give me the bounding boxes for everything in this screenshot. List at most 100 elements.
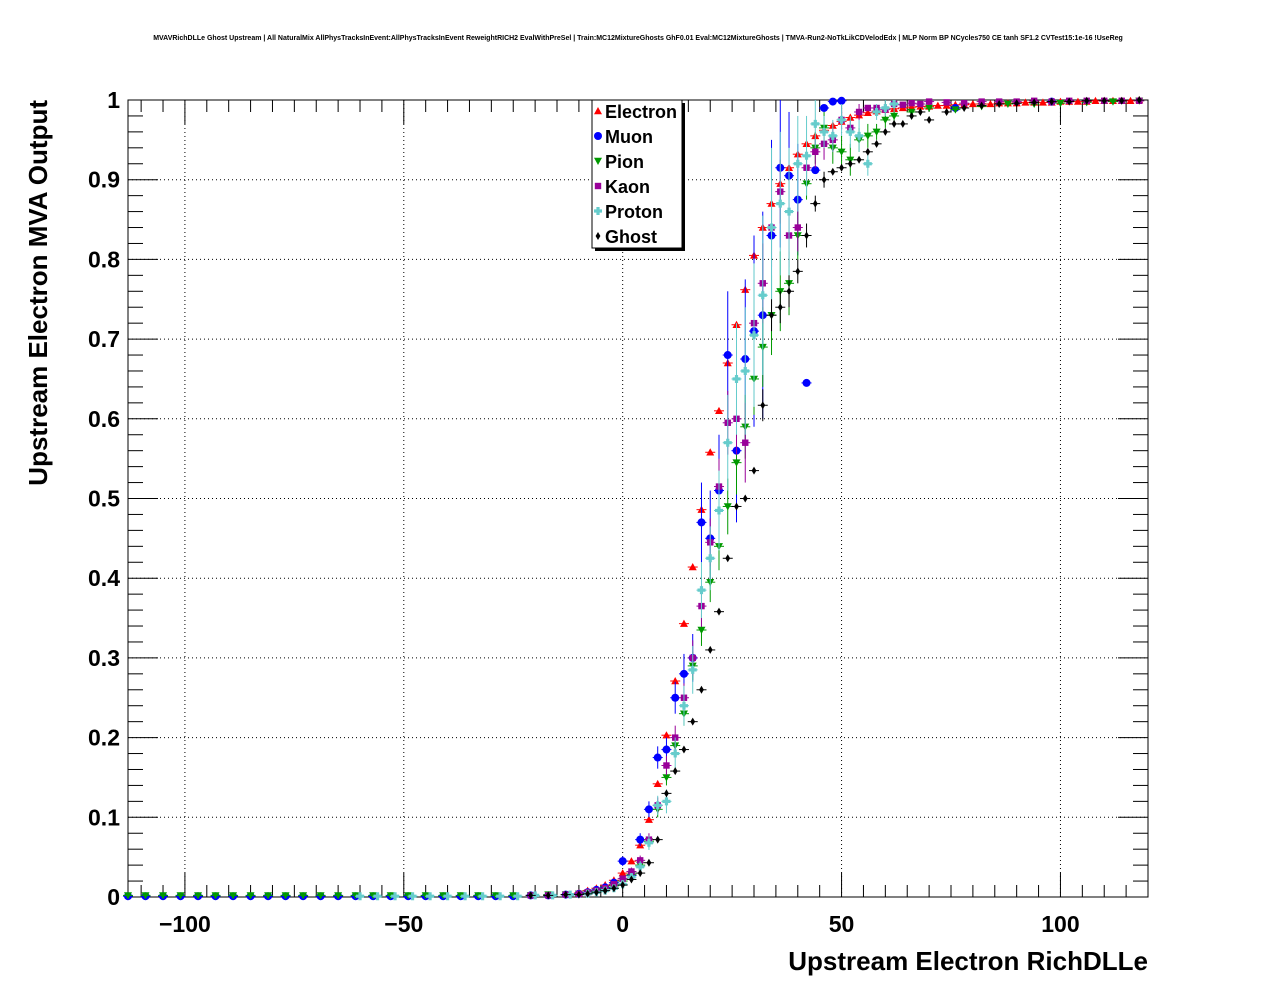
- legend-box: [591, 99, 683, 249]
- data-point: [1084, 96, 1090, 105]
- data-point: [864, 104, 872, 112]
- data-point: [264, 892, 273, 900]
- data-point: [159, 892, 168, 900]
- data-point: [986, 99, 995, 108]
- data-point: [1108, 98, 1117, 106]
- data-point: [426, 892, 435, 901]
- data-point: [716, 607, 722, 616]
- data-point: [1038, 98, 1047, 106]
- y-tick-label: 0.8: [88, 246, 120, 272]
- x-tick-label: −50: [384, 911, 423, 937]
- data-point: [646, 858, 652, 867]
- legend-label-ghost: Ghost: [605, 227, 657, 247]
- data-point: [611, 884, 617, 893]
- data-point: [513, 892, 522, 901]
- data-point: [944, 107, 950, 116]
- y-tick-label: 0.7: [88, 326, 120, 352]
- legend-label-proton: Proton: [605, 202, 663, 222]
- y-tick-label: 0.5: [88, 486, 120, 512]
- data-point: [653, 779, 662, 788]
- data-point: [900, 119, 906, 128]
- data-point: [925, 104, 934, 112]
- x-tick-label: 50: [829, 911, 855, 937]
- y-tick-label: 1: [107, 87, 120, 113]
- y-tick-label: 0.4: [88, 565, 120, 591]
- data-point: [802, 151, 811, 160]
- data-point: [629, 875, 634, 884]
- data-point: [391, 892, 400, 901]
- data-point: [837, 115, 846, 124]
- data-point: [839, 163, 844, 172]
- data-point: [246, 892, 255, 900]
- data-point: [671, 749, 680, 758]
- data-point: [961, 103, 967, 112]
- data-point: [881, 116, 890, 124]
- data-point: [672, 767, 678, 776]
- data-point: [585, 889, 591, 898]
- data-point: [933, 101, 942, 109]
- tick-labels: −100 −50 0 50 100 0 0.1 0.2 0.3 0.4 0.5 0.6 0.7 0.8 0.…: [88, 87, 1080, 937]
- data-point: [316, 892, 325, 900]
- data-point: [723, 438, 732, 447]
- data-point: [697, 518, 706, 527]
- data-point: [644, 815, 653, 823]
- data-point: [141, 892, 150, 900]
- data-point: [699, 685, 704, 694]
- data-point: [758, 291, 767, 300]
- data-point: [926, 115, 932, 124]
- data-point: [793, 159, 802, 168]
- data-point: [496, 892, 505, 901]
- y-tick-label: 0.6: [88, 406, 120, 432]
- x-tick-label: −100: [159, 911, 211, 937]
- data-point: [907, 103, 916, 111]
- data-point: [741, 366, 750, 375]
- data-point: [837, 148, 846, 156]
- data-point: [863, 132, 872, 140]
- data-point: [820, 127, 829, 136]
- data-point: [882, 127, 888, 136]
- data-point: [828, 97, 837, 106]
- data-point: [697, 586, 706, 595]
- y-tick-label: 0.1: [88, 804, 120, 830]
- data-point: [750, 331, 759, 340]
- data-point: [1049, 97, 1055, 106]
- legend-label-muon: Muon: [605, 127, 653, 147]
- data-point: [979, 101, 985, 110]
- data-point: [865, 147, 871, 156]
- data-point: [742, 494, 748, 503]
- data-point: [281, 892, 290, 900]
- data-point: [618, 869, 627, 877]
- y-tick-label: 0: [107, 884, 120, 910]
- data-point: [874, 139, 879, 148]
- data-point: [334, 892, 343, 900]
- data-point: [653, 801, 662, 810]
- data-point: [229, 892, 238, 900]
- data-point: [863, 108, 872, 116]
- data-point: [662, 731, 671, 739]
- data-point: [1073, 97, 1082, 105]
- x-axis-title: Upstream Electron RichDLLe: [788, 946, 1148, 976]
- data-point: [925, 98, 933, 105]
- series-proton: [355, 99, 900, 901]
- data-point: [890, 99, 899, 108]
- data-point: [563, 890, 569, 899]
- data-point: [671, 693, 680, 702]
- data-point: [619, 875, 626, 882]
- data-point: [637, 869, 643, 878]
- data-point: [821, 175, 827, 184]
- data-point: [732, 374, 741, 383]
- data-point: [855, 131, 864, 140]
- data-point: [872, 107, 881, 116]
- data-point: [802, 378, 811, 387]
- data-point: [644, 805, 653, 814]
- legend-marker-ghost: [595, 232, 601, 240]
- data-point: [443, 892, 452, 901]
- data-point: [1014, 99, 1020, 108]
- legend-marker-proton: [594, 207, 603, 215]
- data-point: [636, 857, 644, 864]
- data-point: [176, 892, 185, 900]
- data-point: [662, 797, 671, 806]
- data-point: [576, 890, 582, 899]
- data-point: [751, 466, 757, 475]
- data-point: [662, 774, 671, 782]
